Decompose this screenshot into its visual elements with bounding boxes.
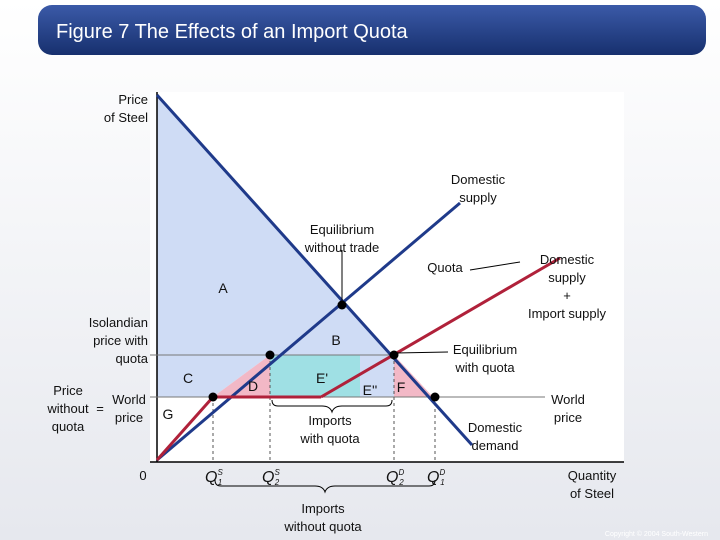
imports-without-quota-line: Imports: [301, 501, 345, 516]
q-sup: S: [274, 468, 280, 477]
q-sup: D: [439, 468, 445, 477]
region-label: D: [248, 378, 258, 394]
q-symbol: Q: [386, 469, 398, 486]
q-sub: 1: [440, 478, 444, 487]
imports-with-quota: Imports with quota: [299, 413, 360, 446]
title: Figure 7 The Effects of an Import Quota: [56, 21, 409, 43]
price-without-quota-line: without: [46, 401, 89, 416]
y-axis-label-line: Price: [118, 92, 148, 107]
eq-with-quota-line: with quota: [454, 360, 515, 375]
equals: =: [96, 401, 104, 416]
point: [337, 300, 347, 310]
eq-without-trade-line: without trade: [304, 240, 379, 255]
imports-with-quota-line: Imports: [308, 413, 352, 428]
imports-without-quota-line: without quota: [283, 519, 362, 534]
q-sub: 2: [398, 478, 404, 487]
origin-label: 0: [139, 468, 146, 483]
point: [265, 350, 275, 360]
quantity-label: QS 1: [205, 468, 223, 487]
price-with-quota-line: quota: [115, 351, 148, 366]
supply-plus-imports-label-line: Import supply: [528, 306, 607, 321]
supply-plus-imports-label-line: supply: [548, 270, 586, 285]
x-axis-label: Quantity of Steel: [568, 468, 617, 501]
q-sup: D: [398, 468, 404, 477]
q-symbol: Q: [262, 469, 274, 486]
world-price-annot-line: World: [551, 392, 585, 407]
point: [430, 392, 440, 402]
y-axis-label: Price of Steel: [104, 92, 148, 125]
eq-with-quota: Equilibrium with quota: [453, 342, 517, 375]
x-axis-label-line: Quantity: [568, 468, 617, 483]
region-label: B: [331, 332, 340, 348]
pointer: [395, 351, 449, 354]
price-with-quota-line: Isolandian: [89, 315, 148, 330]
q-symbol: Q: [205, 469, 217, 486]
labels: Price of Steel Quantity of Steel 0 Isolandian…: [46, 92, 616, 534]
supply-plus-imports-label-line: Domestic: [540, 252, 595, 267]
price-without-quota-line: quota: [52, 419, 85, 434]
q-symbol: Q: [427, 469, 439, 486]
region-label: F: [397, 379, 406, 395]
supply-plus-imports-label-line: +: [563, 288, 571, 303]
world-price-label: World price: [112, 392, 146, 425]
point: [208, 392, 218, 402]
domestic-demand-label-line: demand: [472, 438, 519, 453]
quantity-label: QS 2: [262, 468, 280, 487]
region-e1: [270, 355, 360, 397]
price-without-quota-line: Price: [53, 383, 83, 398]
copyright: Copyright © 2004 South-Western: [605, 530, 708, 538]
region-d: [213, 355, 270, 397]
quantity-label: QD 1: [427, 468, 445, 487]
quantity-label: QD 2: [386, 468, 404, 487]
pointer: [469, 261, 521, 271]
quota-label: Quota: [427, 260, 463, 275]
domestic-demand-label-line: Domestic: [468, 420, 523, 435]
point: [389, 350, 399, 360]
eq-without-trade-line: Equilibrium: [310, 222, 374, 237]
supply-plus-imports-label: Domestic supply + Import supply: [528, 252, 607, 321]
demand-curve: [155, 93, 474, 447]
supply-plus-imports: [155, 396, 215, 461]
eq-with-quota-line: Equilibrium: [453, 342, 517, 357]
region-label: G: [163, 406, 174, 422]
region-label: C: [183, 370, 193, 386]
q-sub: 1: [218, 478, 222, 487]
domestic-supply-label-line: supply: [459, 190, 497, 205]
title-banner: [38, 5, 706, 55]
price-without-quota: Price without quota: [46, 383, 89, 434]
x-axis-label-line: of Steel: [570, 486, 614, 501]
y-axis-label-line: of Steel: [104, 110, 148, 125]
supply-curve: [156, 201, 461, 462]
world-price-label-line: World: [112, 392, 146, 407]
domestic-supply-label: Domestic supply: [451, 172, 506, 205]
region-e2: [360, 355, 394, 397]
region-label: E'': [363, 382, 378, 398]
domestic-supply-label-line: Domestic: [451, 172, 506, 187]
region-label: E': [316, 370, 328, 386]
brace: [271, 399, 393, 414]
imports-without-quota: Imports without quota: [283, 501, 362, 534]
brace: [214, 479, 436, 494]
world-price-label-line: price: [115, 410, 143, 425]
eq-without-trade: Equilibrium without trade: [304, 222, 379, 255]
world-price-annot-line: price: [554, 410, 582, 425]
region-c: [157, 355, 270, 397]
q-sup: S: [217, 468, 223, 477]
price-with-quota-line: price with: [93, 333, 148, 348]
region-label: A: [218, 280, 228, 296]
price-with-quota: Isolandian price with quota: [89, 315, 149, 366]
q-sub: 2: [274, 478, 280, 487]
domestic-demand-label: Domestic demand: [468, 420, 523, 453]
world-price-annot: World price: [551, 392, 585, 425]
region-f: [394, 355, 433, 397]
imports-with-quota-line: with quota: [299, 431, 360, 446]
supply-plus-imports: [320, 256, 561, 399]
